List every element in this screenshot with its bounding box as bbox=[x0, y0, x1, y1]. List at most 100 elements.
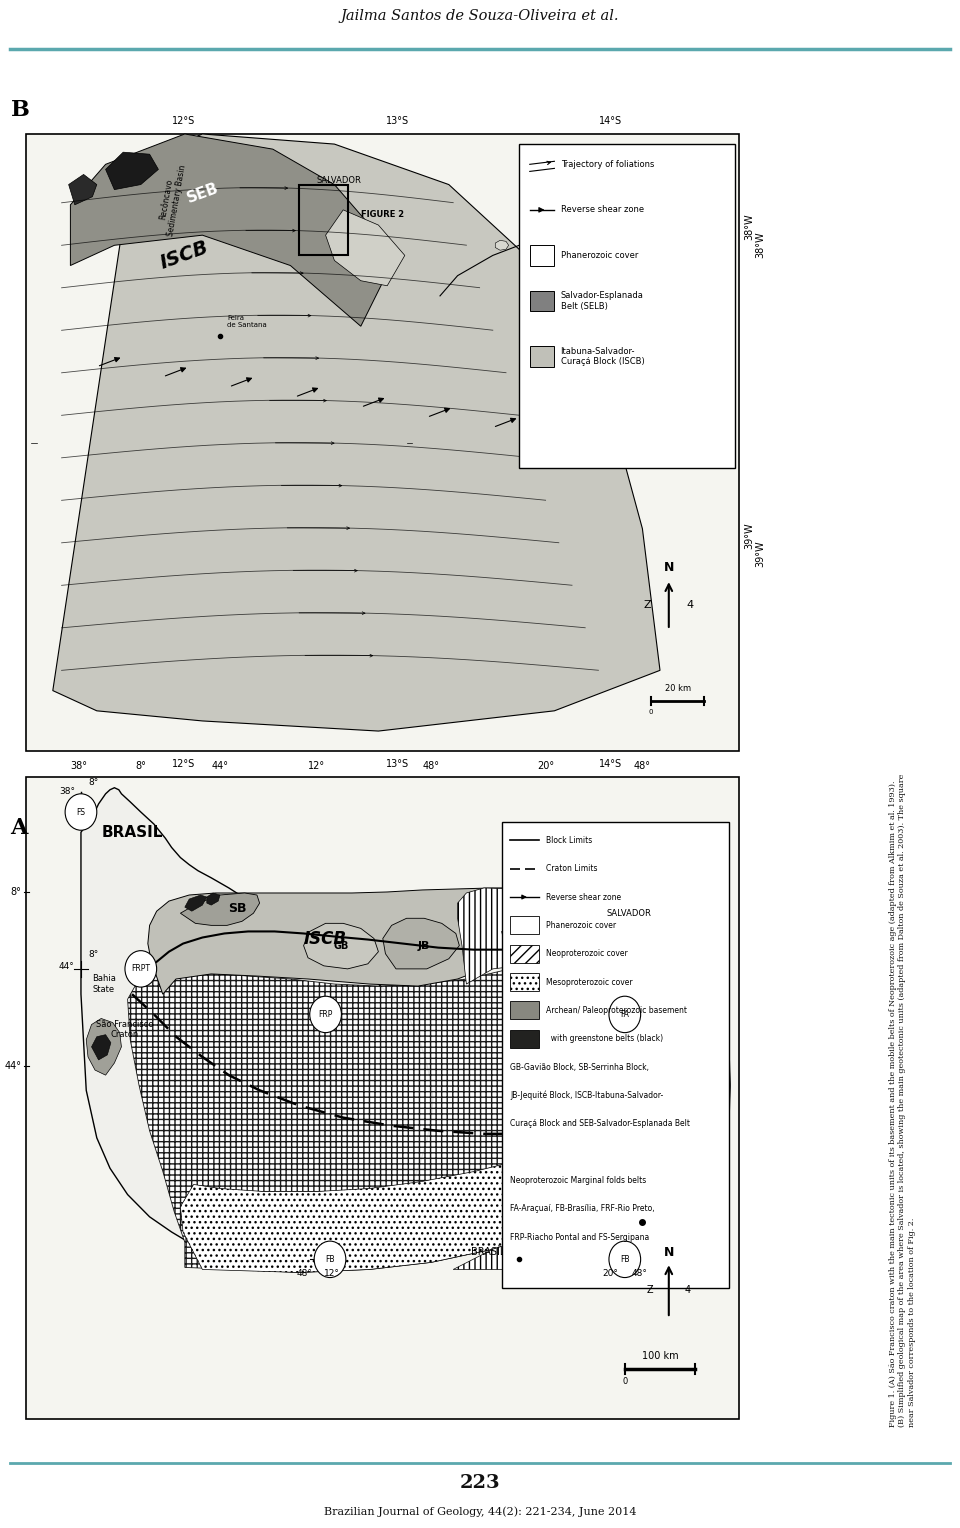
Text: Brazilian Journal of Geology, 44(2): 221-234, June 2014: Brazilian Journal of Geology, 44(2): 221… bbox=[324, 1507, 636, 1517]
Text: SB: SB bbox=[228, 902, 247, 915]
Text: FB: FB bbox=[325, 1254, 335, 1264]
Text: Recôncavo
Sedimentary Basin: Recôncavo Sedimentary Basin bbox=[156, 162, 187, 237]
Text: 48°: 48° bbox=[297, 1270, 312, 1279]
Text: Jailma Santos de Souza-Oliveira et al.: Jailma Santos de Souza-Oliveira et al. bbox=[341, 9, 619, 23]
Text: Feira
de Santana: Feira de Santana bbox=[227, 315, 267, 329]
Polygon shape bbox=[148, 888, 616, 995]
Text: 0: 0 bbox=[622, 1377, 628, 1386]
Polygon shape bbox=[53, 134, 660, 730]
Text: 12°: 12° bbox=[308, 761, 325, 770]
Text: 100 km: 100 km bbox=[641, 1351, 679, 1360]
Text: 4: 4 bbox=[684, 1285, 691, 1294]
Polygon shape bbox=[180, 892, 259, 926]
Text: 8°: 8° bbox=[11, 888, 21, 897]
Bar bbox=[530, 290, 555, 312]
Text: Neoproterozoic Marginal folds belts: Neoproterozoic Marginal folds belts bbox=[511, 1177, 647, 1184]
Text: 13°S: 13°S bbox=[386, 116, 409, 125]
Text: SALVADOR: SALVADOR bbox=[607, 909, 651, 918]
Text: 8°: 8° bbox=[135, 761, 146, 770]
Text: 38°W: 38°W bbox=[755, 232, 765, 258]
Text: Mesoproterozoic cover: Mesoproterozoic cover bbox=[545, 978, 633, 987]
Circle shape bbox=[125, 950, 156, 987]
Text: BELO
HORIZONTE: BELO HORIZONTE bbox=[609, 1203, 659, 1221]
Text: ISCB: ISCB bbox=[304, 929, 348, 947]
Polygon shape bbox=[495, 240, 509, 251]
Text: Bahia
State: Bahia State bbox=[92, 975, 116, 993]
Bar bbox=[530, 347, 555, 367]
Polygon shape bbox=[180, 1126, 625, 1273]
Text: 44°: 44° bbox=[211, 761, 228, 770]
Text: 12°S: 12°S bbox=[172, 116, 195, 125]
Text: 44°: 44° bbox=[4, 1060, 21, 1071]
Text: JB-Jequité Block, ISCB-Itabuna-Salvador-: JB-Jequité Block, ISCB-Itabuna-Salvador- bbox=[511, 1091, 663, 1100]
Text: FRPT: FRPT bbox=[132, 964, 151, 973]
Text: FA-Araçuaí, FB-Brasília, FRF-Rio Preto,: FA-Araçuaí, FB-Brasília, FRF-Rio Preto, bbox=[511, 1204, 655, 1213]
Text: GB-Gavião Block, SB-Serrinha Block,: GB-Gavião Block, SB-Serrinha Block, bbox=[511, 1062, 649, 1071]
Text: 38°: 38° bbox=[59, 787, 75, 796]
Polygon shape bbox=[184, 895, 206, 911]
Circle shape bbox=[65, 795, 97, 830]
Bar bbox=[501, 822, 729, 1288]
Text: 0: 0 bbox=[649, 709, 654, 715]
Text: JB: JB bbox=[418, 941, 430, 950]
Polygon shape bbox=[501, 929, 519, 946]
Text: 48°: 48° bbox=[422, 761, 440, 770]
Text: Phanerozoic cover: Phanerozoic cover bbox=[561, 251, 638, 260]
Text: 20°: 20° bbox=[602, 1270, 617, 1279]
Text: SALVADOR: SALVADOR bbox=[317, 176, 361, 185]
Text: N: N bbox=[663, 1247, 674, 1259]
Polygon shape bbox=[91, 1034, 110, 1060]
Text: Figure 1. (A) São Francisco craton with the main tectonic units of its basement : Figure 1. (A) São Francisco craton with … bbox=[889, 773, 916, 1427]
Text: São Francisco
Craton: São Francisco Craton bbox=[96, 1019, 154, 1039]
Polygon shape bbox=[70, 134, 396, 327]
Text: Reverse shear zone: Reverse shear zone bbox=[545, 892, 621, 902]
Text: 13°S: 13°S bbox=[386, 759, 409, 770]
Polygon shape bbox=[453, 914, 731, 1270]
Text: Atlantic Ocean: Atlantic Ocean bbox=[518, 266, 590, 295]
Text: 39°W: 39°W bbox=[744, 523, 755, 549]
Text: Salvador-Esplanada
Belt (SELB): Salvador-Esplanada Belt (SELB) bbox=[561, 292, 643, 310]
Text: 44°: 44° bbox=[60, 963, 75, 972]
Text: SEB: SEB bbox=[184, 180, 221, 205]
Text: with greenstone belts (black): with greenstone belts (black) bbox=[545, 1034, 662, 1044]
Polygon shape bbox=[458, 888, 684, 984]
Text: 48°: 48° bbox=[634, 761, 651, 770]
Text: BRASÍLIA: BRASÍLIA bbox=[470, 1247, 515, 1258]
Bar bbox=[511, 917, 539, 935]
Text: ISCB: ISCB bbox=[157, 238, 212, 274]
Bar bbox=[300, 185, 348, 255]
Text: 38°: 38° bbox=[71, 761, 87, 770]
Text: 14°S: 14°S bbox=[599, 759, 622, 770]
Polygon shape bbox=[81, 788, 433, 1270]
Text: Reverse shear zone: Reverse shear zone bbox=[561, 205, 644, 214]
Polygon shape bbox=[128, 914, 682, 1273]
Text: FRP-Riacho Pontal and FS-Sergipana: FRP-Riacho Pontal and FS-Sergipana bbox=[511, 1233, 650, 1242]
Polygon shape bbox=[531, 231, 543, 240]
Polygon shape bbox=[68, 174, 97, 205]
Bar bbox=[530, 246, 555, 266]
Polygon shape bbox=[325, 209, 405, 286]
Bar bbox=[511, 944, 539, 963]
Text: FS: FS bbox=[77, 807, 85, 816]
Text: 12°: 12° bbox=[324, 1270, 340, 1279]
Circle shape bbox=[314, 1241, 346, 1277]
Text: Z: Z bbox=[643, 599, 651, 610]
Text: FRP: FRP bbox=[319, 1010, 333, 1019]
Text: 8°: 8° bbox=[88, 950, 98, 958]
Text: 4: 4 bbox=[686, 599, 693, 610]
Text: Archean/ Paleoproterozoic basement: Archean/ Paleoproterozoic basement bbox=[545, 1005, 686, 1015]
Text: 223: 223 bbox=[460, 1473, 500, 1491]
Text: N: N bbox=[663, 561, 674, 575]
Polygon shape bbox=[106, 153, 158, 189]
Bar bbox=[511, 1030, 539, 1048]
Text: FIGURE 2: FIGURE 2 bbox=[361, 211, 404, 220]
Circle shape bbox=[310, 996, 342, 1033]
Text: 38°W: 38°W bbox=[744, 214, 755, 240]
Text: Trajectory of foliations: Trajectory of foliations bbox=[561, 160, 654, 168]
Text: Curaçá Block and SEB-Salvador-Esplanada Belt: Curaçá Block and SEB-Salvador-Esplanada … bbox=[511, 1118, 690, 1128]
Text: FA: FA bbox=[620, 1010, 629, 1019]
Bar bbox=[26, 776, 739, 1420]
Bar bbox=[511, 1001, 539, 1019]
Text: GB: GB bbox=[334, 941, 349, 950]
Text: Z: Z bbox=[646, 1285, 653, 1294]
